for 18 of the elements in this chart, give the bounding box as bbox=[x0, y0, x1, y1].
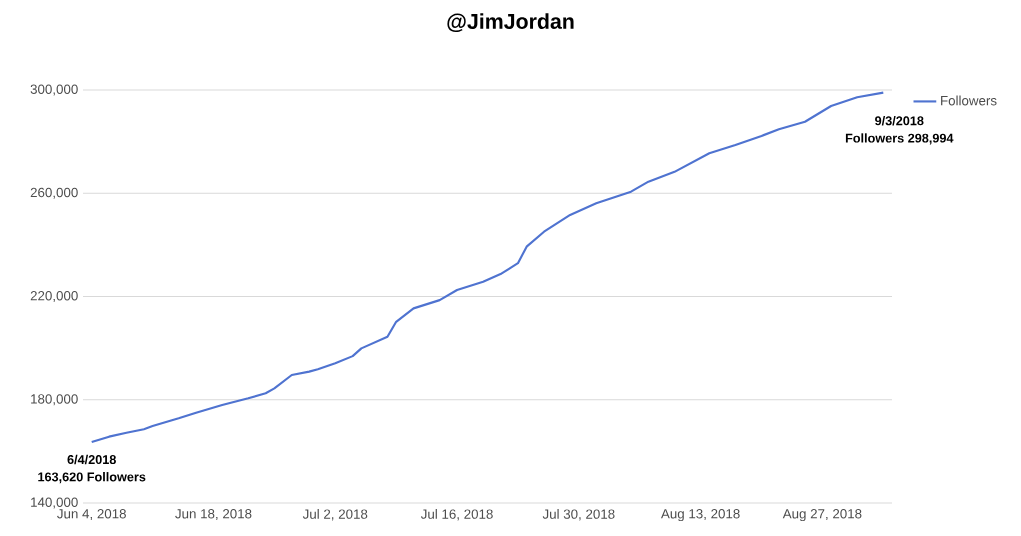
x-tick-label: Jun 4, 2018 bbox=[57, 509, 126, 521]
x-tick-label: Aug 27, 2018 bbox=[782, 509, 862, 522]
annotation: Followers 298,994 bbox=[845, 133, 954, 145]
x-tick-label: Jul 16, 2018 bbox=[420, 509, 493, 521]
x-tick-label: Aug 13, 2018 bbox=[660, 509, 740, 522]
y-tick-label: 260,000 bbox=[30, 187, 78, 199]
y-tick-label: 300,000 bbox=[30, 84, 78, 96]
annotation: 6/4/2018 bbox=[67, 454, 116, 465]
y-tick-label: 220,000 bbox=[30, 291, 78, 303]
x-tick-label: Jun 18, 2018 bbox=[175, 509, 252, 521]
legend-label: Followers bbox=[941, 95, 997, 106]
x-tick-label: Jul 30, 2018 bbox=[542, 509, 615, 521]
annotation: 163,620 Followers bbox=[38, 472, 146, 484]
annotation: 9/3/2018 bbox=[875, 115, 924, 126]
y-tick-label: 180,000 bbox=[31, 394, 78, 406]
chart-title: @JimJordan bbox=[447, 13, 574, 33]
y-tick-label: 140,000 bbox=[31, 497, 78, 509]
x-tick-label: Jul 2, 2018 bbox=[302, 509, 368, 521]
